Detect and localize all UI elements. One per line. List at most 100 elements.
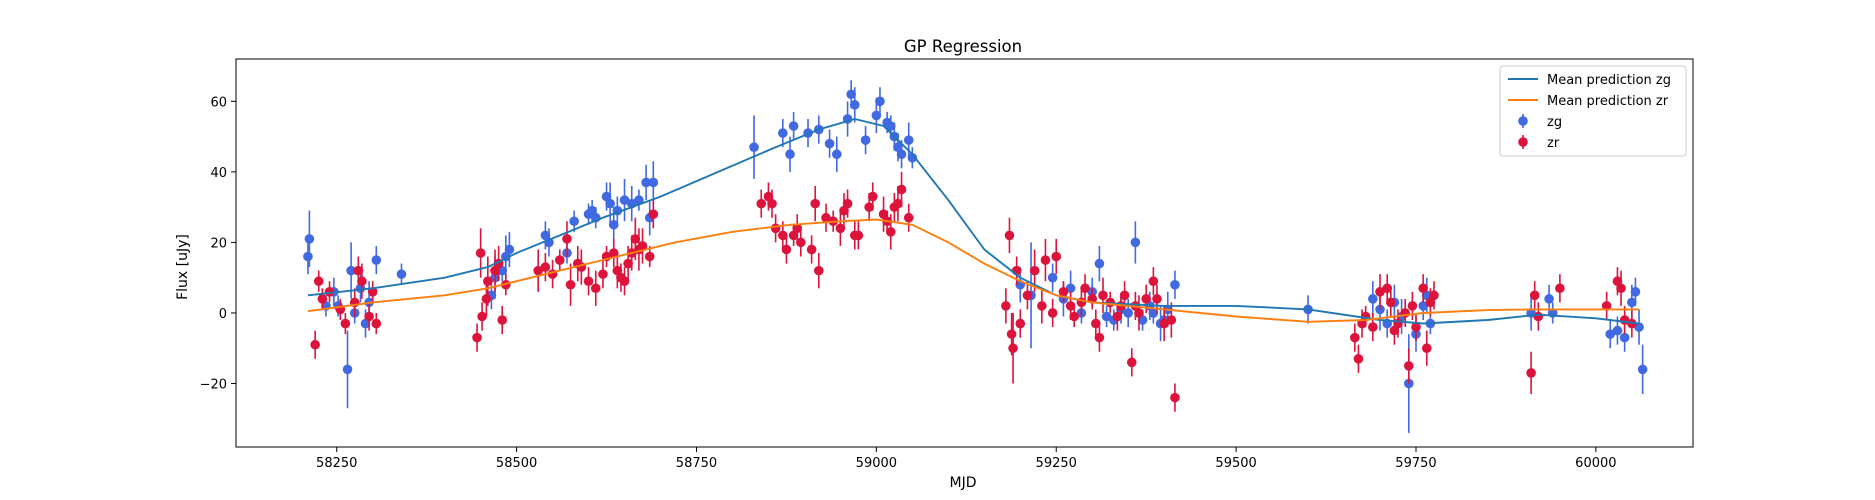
zr-point	[637, 241, 648, 251]
zg-point	[569, 216, 579, 227]
zg-point	[1065, 283, 1076, 294]
zr-point	[1069, 311, 1080, 322]
x-tick-label: 59750	[1395, 456, 1436, 471]
zg-point	[1101, 311, 1112, 322]
x-tick-label: 58500	[496, 456, 537, 471]
zr-point	[371, 318, 382, 329]
zr-point	[763, 191, 774, 202]
zr-point	[565, 279, 576, 290]
zg-point	[896, 149, 907, 160]
zr-point	[1022, 290, 1033, 301]
mean-line-zr	[307, 218, 1639, 323]
zg-point	[1630, 287, 1641, 297]
y-tick-label: 0	[219, 307, 227, 322]
zr-point	[806, 244, 817, 255]
zr-point	[1015, 318, 1026, 329]
zg-point	[1619, 332, 1630, 343]
zr-point	[810, 198, 821, 209]
zr-point	[497, 315, 508, 325]
zg-point	[1612, 325, 1623, 336]
zr-point	[1368, 322, 1378, 332]
zg-point	[497, 265, 508, 276]
zr-point	[788, 230, 799, 241]
x-tick-label: 59500	[1215, 456, 1256, 471]
plot-area	[235, 58, 1694, 448]
zr-point	[481, 294, 492, 304]
zr-point	[1004, 230, 1015, 241]
zr-point	[1353, 354, 1364, 364]
zg-point	[1047, 272, 1058, 283]
zg-point	[1148, 308, 1159, 318]
x-tick-label: 58750	[676, 456, 717, 471]
zg-point	[396, 269, 407, 279]
zr-point	[1429, 290, 1439, 301]
y-axis-ticks: −20 0 20 40 60	[200, 95, 236, 393]
zg-point	[849, 100, 860, 110]
zr-point	[562, 234, 572, 244]
zg-point	[1627, 297, 1637, 308]
x-axis-ticks: 58250 58500 58750 59000 59250 59500 59750 60000	[316, 447, 1617, 471]
zr-point	[472, 332, 482, 343]
zr-point	[853, 230, 864, 241]
zg-point	[907, 152, 918, 163]
zr-point	[756, 198, 767, 209]
zr-point	[1141, 294, 1151, 304]
x-tick-label: 59000	[856, 456, 897, 471]
zr-point	[475, 248, 486, 258]
zr-point	[1612, 276, 1623, 287]
zr-point	[1006, 329, 1017, 339]
zg-point	[1605, 329, 1616, 339]
zr-point	[1616, 283, 1626, 294]
zg-point	[587, 205, 597, 216]
zr-point	[1393, 318, 1403, 329]
zg-point	[1123, 308, 1133, 318]
zr-point	[554, 255, 565, 265]
zg-point	[304, 234, 315, 244]
zr-point	[1159, 318, 1169, 329]
zr-point	[590, 283, 601, 294]
zg-point	[605, 198, 615, 209]
zr-point	[864, 202, 874, 212]
zr-point	[1058, 287, 1069, 297]
zg-point	[871, 110, 882, 121]
zg-point	[303, 251, 313, 262]
zg-point	[540, 230, 551, 241]
zr-point	[598, 269, 608, 279]
zr-point	[1407, 301, 1418, 311]
zr-point	[357, 276, 367, 287]
x-tick-label: 59250	[1036, 456, 1077, 471]
zr-point	[1350, 332, 1360, 343]
zr-point	[313, 276, 324, 287]
legend: Mean prediction zg Mean prediction zr zg zr	[1499, 65, 1687, 157]
zg-point	[1130, 237, 1141, 248]
chart-title: GP Regression	[904, 37, 1022, 56]
zg-point	[346, 265, 356, 276]
zr-point	[1126, 357, 1137, 368]
zr-point	[1529, 290, 1540, 301]
x-tick-label: 58250	[316, 456, 357, 471]
zg-point	[634, 195, 644, 205]
zr-point	[310, 339, 320, 350]
legend-label: zg	[1547, 115, 1562, 130]
zr-point	[1119, 290, 1130, 301]
zg-point	[360, 318, 371, 329]
zr-point	[644, 251, 655, 262]
zg-point	[371, 255, 382, 265]
y-tick-label: 40	[210, 166, 227, 181]
zr-point	[1166, 315, 1177, 325]
zr-point	[767, 198, 777, 209]
data-layer	[303, 80, 1648, 433]
zr-point	[878, 209, 889, 219]
zr-point	[364, 311, 374, 322]
zg-point	[1544, 294, 1554, 304]
zr-point	[1357, 318, 1367, 329]
zr-point	[1098, 290, 1108, 301]
zr-point	[792, 223, 803, 234]
legend-point-swatch	[1518, 137, 1528, 147]
zr-point	[340, 318, 351, 329]
x-axis-label: MJD	[950, 475, 977, 491]
zr-point	[814, 265, 824, 276]
zg-point	[1418, 301, 1428, 311]
zr-point	[1091, 318, 1101, 329]
